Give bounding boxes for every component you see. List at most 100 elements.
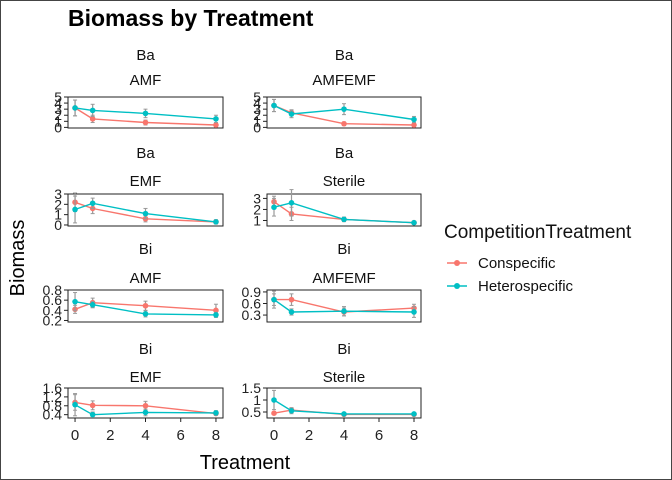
data-point [142, 210, 149, 217]
y-tick-label: 5 [253, 89, 261, 105]
x-tick-label: 4 [340, 427, 348, 444]
data-point [411, 309, 417, 315]
strip-label-species: Bi [139, 241, 152, 258]
y-tick-label: 4 [54, 95, 62, 111]
y-tick-label: 0.3 [242, 307, 262, 323]
data-point [271, 397, 277, 403]
facet-panel: Bi Sterile 0.511.5 0 2 4 6 8 [242, 341, 422, 444]
y-tick-label: 1 [253, 392, 261, 408]
data-point [213, 410, 219, 416]
y-tick-label: 3 [54, 186, 62, 202]
series-heterospecific [271, 389, 417, 417]
strip-label-treatment: AMFEMF [312, 72, 375, 89]
panel-border [266, 96, 422, 129]
series-heterospecific [271, 290, 417, 318]
series-line [274, 298, 415, 313]
strip-label-treatment: AMFEMF [312, 270, 375, 287]
data-point [341, 411, 347, 417]
data-point [341, 308, 347, 315]
panel-border [67, 289, 224, 323]
y-tick-label: 4 [253, 95, 261, 111]
data-point [142, 409, 149, 416]
y-tick-label: 1 [253, 113, 261, 129]
series-line [74, 301, 217, 316]
y-tick-label: 0.6 [43, 292, 63, 308]
strip-label-treatment: EMF [130, 369, 162, 386]
y-tick-label: 0.8 [43, 282, 63, 298]
data-point [89, 301, 96, 308]
y-tick-label: 0 [54, 217, 62, 233]
facet-panel: Bi EMF 0.40.81.21.6 0 2 4 6 8 [43, 341, 224, 444]
y-tick-label: 0 [253, 119, 261, 135]
data-point [213, 122, 219, 128]
x-tick-label: 6 [375, 427, 383, 444]
y-tick-label: 0.5 [242, 404, 262, 420]
data-point [213, 219, 219, 225]
data-point [411, 411, 417, 417]
y-tick-label: 2 [54, 196, 62, 212]
series-line [74, 404, 217, 416]
series-heterospecific [271, 189, 417, 226]
data-point [411, 219, 417, 226]
series-line [273, 202, 415, 224]
strip-label-treatment: AMF [130, 270, 162, 287]
series-heterospecific [72, 99, 219, 124]
strip-label-treatment: Sterile [323, 173, 366, 190]
legend-label: Conspecific [478, 255, 556, 272]
legend-key-point [454, 260, 460, 266]
data-point [411, 122, 417, 128]
legend-entry: Conspecific [447, 255, 556, 272]
data-point [271, 204, 277, 211]
data-point [288, 408, 295, 414]
y-tick-label: 0.8 [43, 398, 63, 414]
facet-panels: BaAMF012345BaAMFEMF012345BaEMF0123BaSter… [43, 47, 422, 444]
series-heterospecific [271, 98, 417, 124]
data-point [89, 402, 96, 409]
strip-label-species: Ba [136, 145, 155, 162]
y-tick-label: 1 [253, 212, 261, 228]
x-tick-label: 8 [410, 427, 418, 444]
y-tick-label: 0.9 [242, 284, 262, 300]
y-axis-title: Biomass [7, 220, 29, 297]
strip-label-treatment: AMF [130, 72, 162, 89]
panel-border [67, 96, 224, 129]
y-tick-label: 2 [54, 107, 62, 123]
series-line [273, 104, 415, 121]
data-point [72, 298, 78, 305]
panel-border [266, 289, 422, 323]
panel-border [67, 193, 224, 227]
series-line [74, 401, 217, 415]
y-tick-label: 3 [253, 101, 261, 117]
y-tick-label: 1.2 [43, 389, 63, 405]
y-tick-label: 1 [54, 207, 62, 223]
legend-entry: Heterospecific [447, 278, 574, 295]
data-point [142, 302, 149, 309]
data-point [89, 411, 96, 418]
series-line [74, 107, 217, 126]
legend-label: Heterospecific [478, 278, 574, 295]
data-point [89, 200, 96, 207]
data-point [341, 120, 347, 127]
x-tick-label: 0 [71, 427, 79, 444]
strip-label-species: Ba [335, 47, 354, 64]
strip-label-species: Ba [136, 47, 155, 64]
data-point [271, 410, 277, 417]
legend-key-point [454, 283, 460, 289]
x-tick-label: 8 [212, 427, 220, 444]
data-point [288, 296, 295, 303]
data-point [142, 110, 149, 117]
y-tick-label: 2 [253, 107, 261, 123]
strip-label-treatment: EMF [130, 173, 162, 190]
legend-title: CompetitionTreatment [444, 222, 632, 243]
data-point [213, 116, 219, 122]
data-point [288, 200, 295, 206]
chart-title: Biomass by Treatment [68, 5, 314, 31]
y-tick-label: 0.4 [43, 302, 63, 318]
x-axis-title: Treatment [200, 452, 291, 474]
series-line [74, 301, 217, 311]
strip-label-treatment: Sterile [323, 369, 366, 386]
